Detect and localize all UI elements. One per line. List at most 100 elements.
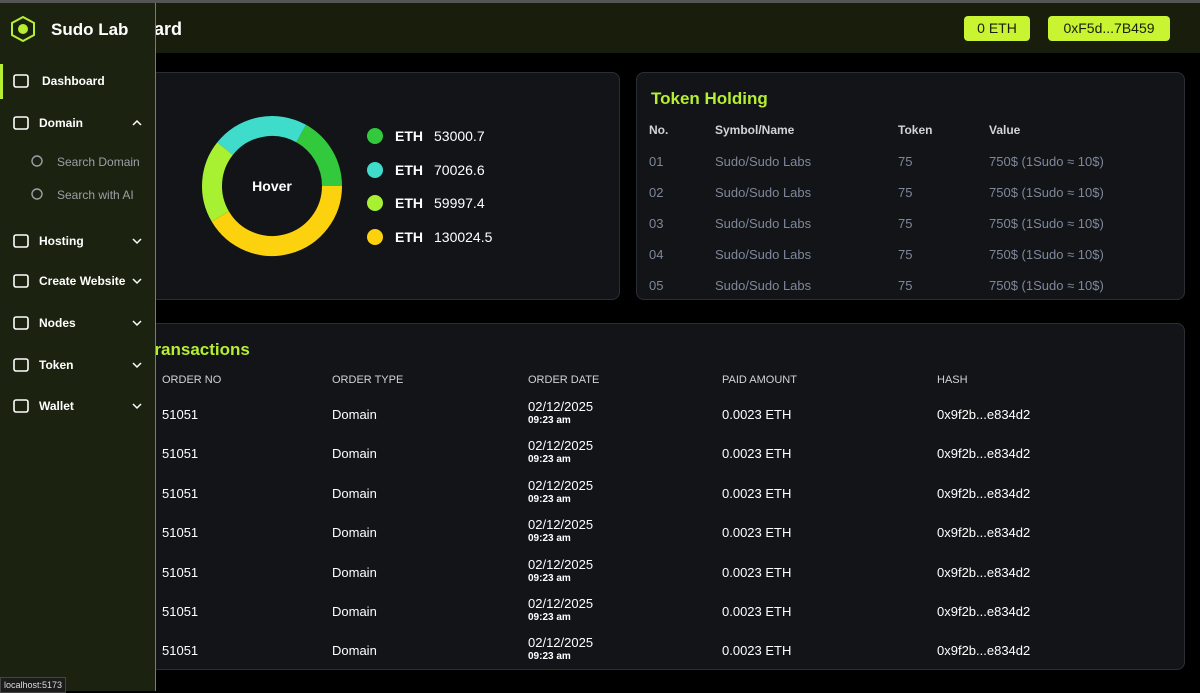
table-cell: 750$ (1Sudo ≈ 10$) <box>989 154 1104 169</box>
donut-chart: Hover ETH 53000.7 ETH 70026.6 ETH 59997.4 ETH 13… <box>202 116 493 256</box>
order-type: Domain <box>332 525 377 541</box>
column-header: HASH <box>937 374 968 386</box>
donut-segment <box>295 124 342 187</box>
donut-center-label: Hover <box>252 178 292 194</box>
order-date: 02/12/2025 <box>528 635 594 651</box>
menu-item[interactable]: Hosting <box>39 234 84 248</box>
hash: 0x9f2b...e834d2 <box>937 604 1031 619</box>
order-time: 09:23 am <box>528 493 571 505</box>
donut-segment <box>202 142 234 222</box>
hash: 0x9f2b...e834d2 <box>937 643 1031 659</box>
column-header: No. <box>649 123 669 137</box>
hash: 0x9f2b...e834d2 <box>937 485 1031 501</box>
order-no: 51051 <box>162 407 199 422</box>
order-type: Domain <box>332 604 377 619</box>
menu-icon <box>13 74 29 88</box>
column-header: ORDER TYPE <box>332 374 404 386</box>
table-cell: 75 <box>898 216 913 231</box>
hash: 0x9f2b...e834d2 <box>937 446 1031 462</box>
menu-icon <box>13 234 29 248</box>
menu-item[interactable]: Nodes <box>39 316 76 330</box>
order-no: 51051 <box>162 485 199 501</box>
order-date: 02/12/2025 <box>528 438 594 454</box>
order-type: Domain <box>332 564 377 580</box>
order-time: 09:23 am <box>528 612 571 623</box>
token-card: Token Holding No. Symbol/Name Token Value 01… <box>636 72 1185 300</box>
hash: 0x9f2b...e834d2 <box>937 525 1031 541</box>
menu-item[interactable]: Token <box>39 358 74 372</box>
submenu-icon <box>31 188 43 200</box>
table-cell: Sudo/Sudo Labs <box>715 216 812 231</box>
brand-logo <box>11 16 35 42</box>
menu-item[interactable]: Dashboard <box>42 74 105 88</box>
paid-amount: 0.0023 ETH <box>722 564 792 580</box>
wallet-button[interactable]: 0xF5d...7B459 <box>1048 16 1170 41</box>
table-cell: 75 <box>898 247 913 262</box>
sidebar: Sudo Lab Dashboard Domain Hosting Create We… <box>0 3 156 691</box>
order-time: 09:23 am <box>528 415 571 426</box>
order-no: 51051 <box>162 604 199 619</box>
table-cell: 04 <box>649 247 664 262</box>
order-type: Domain <box>332 643 377 659</box>
brand-name: Sudo Lab <box>51 20 129 39</box>
table-cell: 02 <box>649 185 664 200</box>
table-cell: Sudo/Sudo Labs <box>715 154 812 169</box>
chevron[interactable] <box>131 275 143 287</box>
chevron[interactable] <box>131 317 143 329</box>
column-header: ORDER DATE <box>528 374 600 386</box>
chevron[interactable] <box>131 117 143 129</box>
donut-segment <box>211 185 342 256</box>
table-cell: 750$ (1Sudo ≈ 10$) <box>989 247 1104 262</box>
menu-icon <box>13 116 29 130</box>
legend-value: 59997.4 <box>434 195 485 211</box>
legend-swatch <box>367 229 383 245</box>
column-header: Symbol/Name <box>715 123 795 137</box>
table-cell: Sudo/Sudo Labs <box>715 185 812 200</box>
order-no: 51051 <box>162 564 199 580</box>
submenu-item[interactable]: Search Domain <box>57 155 140 169</box>
menu-icon <box>13 358 29 372</box>
paid-amount: 0.0023 ETH <box>722 643 792 659</box>
menu-icon <box>13 274 29 288</box>
order-date: 02/12/2025 <box>528 517 594 533</box>
order-type: Domain <box>332 407 377 422</box>
table-cell: 75 <box>898 278 913 293</box>
menu-item[interactable]: Wallet <box>39 399 74 413</box>
submenu-icon <box>31 155 43 167</box>
active-indicator <box>0 64 3 99</box>
legend-value: 70026.6 <box>434 162 485 178</box>
column-header: Token <box>898 123 933 137</box>
column-header: Value <box>989 123 1021 137</box>
menu-icon <box>13 399 29 413</box>
table-cell: Sudo/Sudo Labs <box>715 278 812 293</box>
submenu-item[interactable]: Search with AI <box>57 188 134 202</box>
chevron[interactable] <box>131 400 143 412</box>
legend-value: 53000.7 <box>434 128 485 144</box>
window-edge <box>0 0 1200 3</box>
paid-amount: 0.0023 ETH <box>722 485 792 501</box>
legend-value: 130024.5 <box>434 229 493 245</box>
order-time: 09:23 am <box>528 533 571 545</box>
order-type: Domain <box>332 485 377 501</box>
order-no: 51051 <box>162 446 199 462</box>
paid-amount: 0.0023 ETH <box>722 407 792 422</box>
legend-swatch <box>367 128 383 144</box>
menu-item[interactable]: Create Website <box>39 274 126 288</box>
column-header: ORDER NO <box>162 374 222 386</box>
chevron[interactable] <box>131 359 143 371</box>
menu-item[interactable]: Domain <box>39 116 84 130</box>
chevron[interactable] <box>131 235 143 247</box>
table-cell: 75 <box>898 185 913 200</box>
table-cell: 750$ (1Sudo ≈ 10$) <box>989 216 1104 231</box>
order-type: Domain <box>332 446 377 462</box>
order-time: 09:23 am <box>528 651 571 663</box>
table-cell: 01 <box>649 154 664 169</box>
balance-button[interactable]: 0 ETH <box>964 16 1030 41</box>
legend-label: ETH <box>395 162 423 178</box>
legend-label: ETH <box>395 195 423 211</box>
order-time: 09:23 am <box>528 454 571 466</box>
table-cell: Sudo/Sudo Labs <box>715 247 812 262</box>
legend-swatch <box>367 195 383 211</box>
paid-amount: 0.0023 ETH <box>722 446 792 462</box>
